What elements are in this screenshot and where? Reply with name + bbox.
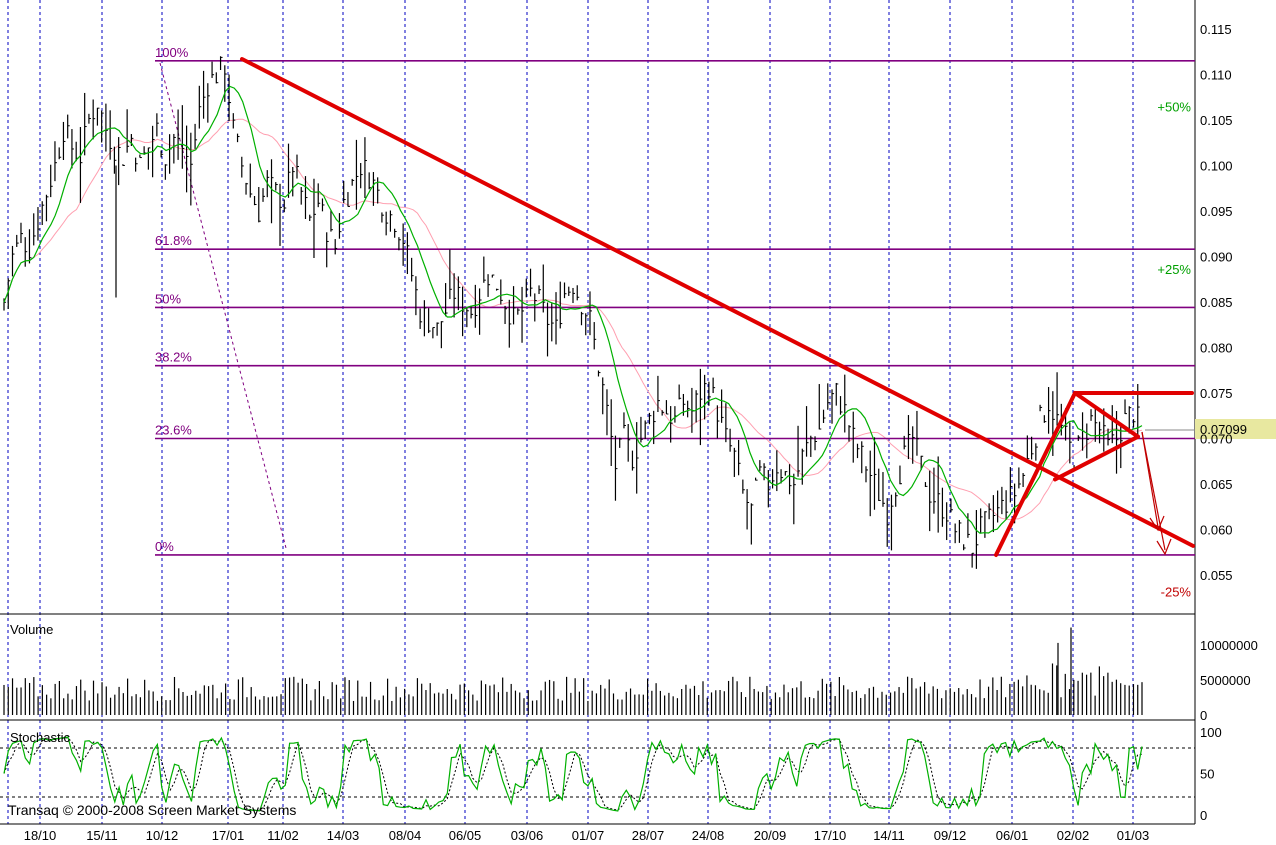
fibonacci-label: 38.2% xyxy=(155,350,192,365)
stochastic-title: Stochastic xyxy=(10,730,70,745)
price-y-tick: 0.115 xyxy=(1200,22,1232,37)
price-y-tick: 0.100 xyxy=(1200,159,1233,174)
x-tick-label: 10/12 xyxy=(146,828,179,843)
stochastic-y-tick: 0 xyxy=(1200,808,1207,823)
fibonacci-levels xyxy=(155,60,1195,556)
x-tick-label: 11/02 xyxy=(267,828,299,843)
percent-label: +50% xyxy=(1157,99,1191,114)
volume-y-axis: 10000000 5000000 0 xyxy=(1200,638,1258,723)
x-tick-label: 14/11 xyxy=(873,828,905,843)
fibonacci-label: 100% xyxy=(155,45,189,60)
volume-bars xyxy=(3,627,1143,715)
price-y-tick: 0.105 xyxy=(1200,113,1233,128)
target-arrow-2 xyxy=(1141,431,1166,551)
fast-ma-line xyxy=(3,85,1143,534)
fast-moving-average xyxy=(3,85,1143,534)
x-tick-label: 06/05 xyxy=(449,828,482,843)
percent-target-labels: +50% +25% -25% xyxy=(1157,99,1191,599)
x-tick-label: 06/01 xyxy=(996,828,1029,843)
x-tick-label: 08/04 xyxy=(389,828,422,843)
fibonacci-labels: 100% 61.8% 50% 38.2% 23.6% 0% xyxy=(155,45,192,554)
price-y-tick: 0.110 xyxy=(1200,68,1232,83)
x-tick-label: 01/07 xyxy=(572,828,605,843)
stochastic-y-tick: 100 xyxy=(1200,725,1222,740)
slow-moving-average xyxy=(3,118,1143,521)
price-y-tick: 0.085 xyxy=(1200,295,1233,310)
trendlines xyxy=(240,57,1195,557)
price-y-tick: 0.080 xyxy=(1200,341,1233,356)
volume-y-tick: 10000000 xyxy=(1200,638,1258,653)
price-y-axis: 0.115 0.110 0.105 0.100 0.095 0.090 0.085 0.080… xyxy=(1200,22,1233,583)
price-y-tick: 0.075 xyxy=(1200,386,1233,401)
volume-y-tick: 5000000 xyxy=(1200,673,1251,688)
x-tick-label: 15/11 xyxy=(86,828,118,843)
x-tick-label: 02/02 xyxy=(1057,828,1090,843)
last-price-label-bg xyxy=(1195,419,1276,439)
x-tick-label: 01/03 xyxy=(1117,828,1150,843)
x-tick-label: 17/01 xyxy=(212,828,245,843)
x-tick-label: 20/09 xyxy=(754,828,787,843)
x-axis-labels: 18/10 15/11 10/12 17/01 11/02 14/03 08/04 06/05… xyxy=(24,828,1150,843)
x-tick-label: 14/03 xyxy=(327,828,360,843)
trendline xyxy=(994,391,1077,557)
trendline xyxy=(240,57,1195,548)
price-y-tick: 0.065 xyxy=(1200,477,1233,492)
price-y-tick: 0.070 xyxy=(1200,432,1233,447)
fibonacci-label: 61.8% xyxy=(155,233,192,248)
x-tick-label: 03/06 xyxy=(511,828,544,843)
stochastic-k-line xyxy=(3,736,1143,812)
ohlc-bars xyxy=(3,56,1140,569)
volume-title: Volume xyxy=(10,622,53,637)
fibonacci-label: 0% xyxy=(155,539,174,554)
price-y-tick: 0.090 xyxy=(1200,250,1233,265)
x-tick-label: 24/08 xyxy=(692,828,725,843)
stochastic-y-axis: 100 50 0 xyxy=(1200,725,1222,823)
stochastic-d-line xyxy=(3,737,1143,812)
percent-label: -25% xyxy=(1161,584,1192,599)
panel-separators xyxy=(0,0,1196,825)
fibonacci-label: 50% xyxy=(155,291,181,306)
price-y-tick: 0.095 xyxy=(1200,204,1233,219)
last-price-label: 0.07099 xyxy=(1200,422,1247,437)
stochastic-lines xyxy=(3,736,1143,812)
percent-label: +25% xyxy=(1157,262,1191,277)
trendline xyxy=(1073,391,1140,439)
x-tick-label: 28/07 xyxy=(632,828,665,843)
price-y-tick: 0.060 xyxy=(1200,523,1233,538)
slow-ma-line xyxy=(3,118,1143,521)
target-arrow-2-head xyxy=(1156,538,1172,556)
stochastic-y-tick: 50 xyxy=(1200,767,1214,782)
x-tick-label: 09/12 xyxy=(934,828,967,843)
fibonacci-label: 23.6% xyxy=(155,423,192,438)
target-arrows xyxy=(1141,431,1172,556)
x-tick-label: 17/10 xyxy=(814,828,847,843)
x-tick-label: 18/10 xyxy=(24,828,57,843)
volume-y-tick: 0 xyxy=(1200,708,1207,723)
trendline xyxy=(1053,434,1140,482)
price-y-tick: 0.055 xyxy=(1200,568,1233,583)
target-arrow-1-head xyxy=(1149,515,1165,532)
copyright-text: Transaq © 2000-2008 Screen Market System… xyxy=(8,802,296,818)
